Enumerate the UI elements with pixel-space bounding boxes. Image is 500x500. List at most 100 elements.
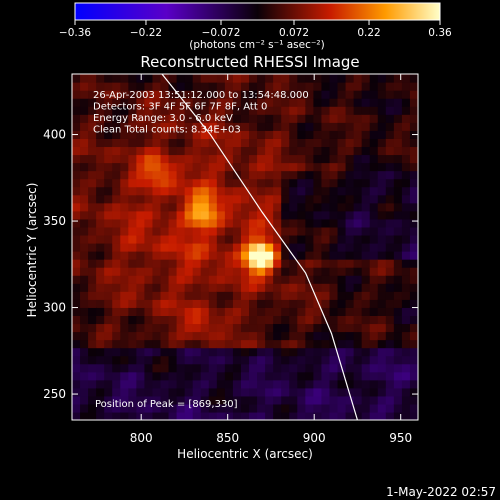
heatmap-cell xyxy=(353,363,363,373)
heatmap-cell xyxy=(216,114,226,123)
heatmap-cell xyxy=(160,170,170,180)
heatmap-cell xyxy=(104,339,113,349)
heatmap-cell xyxy=(240,106,250,115)
heatmap-cell xyxy=(369,291,379,300)
heatmap-cell xyxy=(385,339,395,349)
heatmap-cell xyxy=(281,275,290,284)
heatmap-cell xyxy=(377,130,387,139)
heatmap-cell xyxy=(104,307,113,316)
heatmap-cell xyxy=(377,331,387,341)
heatmap-cell xyxy=(393,130,403,139)
heatmap-cell xyxy=(361,355,371,365)
heatmap-cell xyxy=(160,291,170,300)
heatmap-cell xyxy=(216,371,226,381)
heatmap-cell xyxy=(329,122,339,131)
heatmap-cell xyxy=(224,234,234,244)
heatmap-cell xyxy=(321,226,331,236)
heatmap-cell xyxy=(337,242,347,252)
heatmap-cell xyxy=(160,339,170,349)
heatmap-cell xyxy=(377,114,387,123)
heatmap-cell xyxy=(240,267,250,276)
heatmap-cell xyxy=(104,234,113,244)
heatmap-cell xyxy=(393,339,403,349)
heatmap-cell xyxy=(208,355,218,365)
heatmap-cell xyxy=(345,74,355,83)
heatmap-cell xyxy=(184,146,194,156)
heatmap-cell xyxy=(337,202,347,212)
heatmap-cell xyxy=(192,218,202,228)
colorbar-tick-label: −0.22 xyxy=(130,27,162,39)
heatmap-cell xyxy=(337,347,347,357)
heatmap-cell xyxy=(329,202,339,212)
heatmap-cell xyxy=(353,251,363,260)
heatmap-cell xyxy=(200,363,210,373)
heatmap-cell xyxy=(80,106,89,115)
heatmap-cell xyxy=(136,202,146,212)
heatmap-cell xyxy=(329,403,339,413)
heatmap-cell xyxy=(289,154,298,164)
colorbar-unit-label: (photons cm⁻² s⁻¹ asec⁻²) xyxy=(189,39,324,51)
heatmap-cell xyxy=(345,186,355,196)
heatmap-cell xyxy=(88,307,97,316)
heatmap-cell xyxy=(409,355,418,365)
heatmap-cell xyxy=(345,98,355,107)
heatmap-cell xyxy=(96,242,105,252)
heatmap-cell xyxy=(369,355,379,365)
heatmap-cell xyxy=(120,315,129,325)
heatmap-cell xyxy=(249,355,258,365)
heatmap-cell xyxy=(152,331,162,341)
heatmap-cell xyxy=(369,130,379,139)
heatmap-cell xyxy=(152,355,162,365)
heatmap-cell xyxy=(313,339,323,349)
heatmap-cell xyxy=(409,347,418,357)
heatmap-cell xyxy=(329,307,339,316)
heatmap-cell xyxy=(377,98,387,107)
heatmap-cell xyxy=(80,379,89,389)
heatmap-cell xyxy=(104,98,113,107)
heatmap-cell xyxy=(120,259,129,268)
heatmap-cell xyxy=(176,218,186,228)
heatmap-cell xyxy=(409,82,418,91)
heatmap-cell xyxy=(353,299,363,308)
heatmap-cell xyxy=(88,146,97,156)
heatmap-cell xyxy=(337,355,347,365)
heatmap-cell xyxy=(112,178,121,188)
heatmap-cell xyxy=(401,178,411,188)
heatmap-cell xyxy=(361,291,371,300)
heatmap-cell xyxy=(72,178,81,188)
heatmap-cell xyxy=(224,363,234,373)
heatmap-cell xyxy=(345,275,355,284)
heatmap-cell xyxy=(385,371,395,381)
heatmap-cell xyxy=(192,202,202,212)
heatmap-cell xyxy=(377,283,387,292)
heatmap-cell xyxy=(208,186,218,196)
heatmap-cell xyxy=(353,331,363,341)
heatmap-cell xyxy=(337,186,347,196)
heatmap-cell xyxy=(353,170,363,180)
heatmap-cell xyxy=(184,90,194,99)
heatmap-cell xyxy=(96,307,105,316)
heatmap-cell xyxy=(168,138,178,148)
heatmap-cell xyxy=(249,114,258,123)
heatmap-cell xyxy=(313,299,323,308)
heatmap-cell xyxy=(377,178,387,188)
heatmap-cell xyxy=(297,122,306,131)
heatmap-cell xyxy=(345,379,355,389)
heatmap-cell xyxy=(297,411,306,420)
heatmap-cell xyxy=(257,355,266,365)
heatmap-cell xyxy=(120,186,129,196)
heatmap-cell xyxy=(160,186,170,196)
heatmap-cell xyxy=(72,170,81,180)
heatmap-cell xyxy=(240,371,250,381)
heatmap-cell xyxy=(305,202,314,212)
heatmap-cell xyxy=(297,186,306,196)
heatmap-cell xyxy=(345,226,355,236)
y-tick-label: 400 xyxy=(43,128,66,142)
heatmap-cell xyxy=(184,138,194,148)
heatmap-cell xyxy=(96,74,105,83)
heatmap-cell xyxy=(273,251,282,260)
heatmap-cell xyxy=(337,275,347,284)
heatmap-cell xyxy=(232,387,242,397)
heatmap-cell xyxy=(128,363,137,373)
heatmap-cell xyxy=(120,82,129,91)
